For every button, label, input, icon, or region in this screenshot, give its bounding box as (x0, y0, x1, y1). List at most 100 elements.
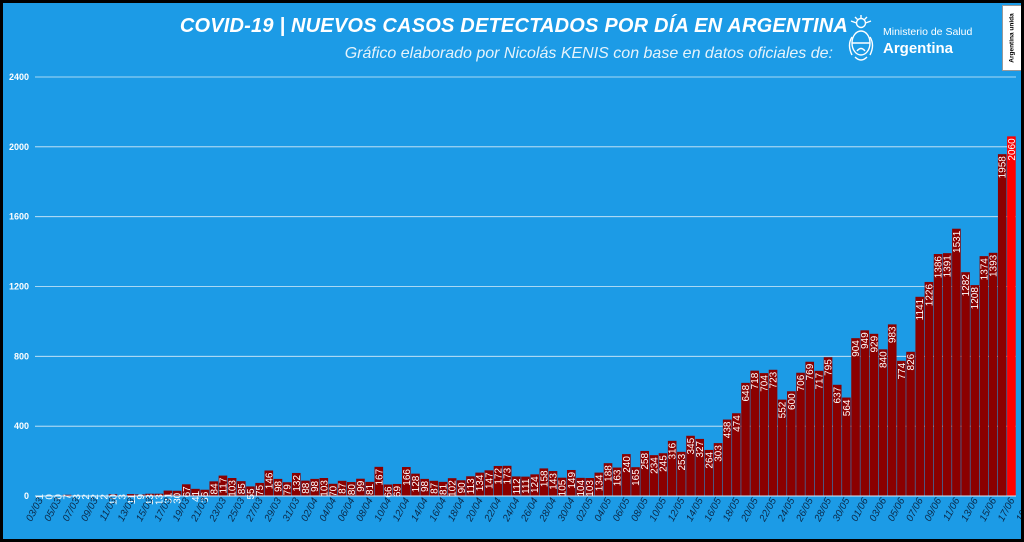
bar (713, 443, 723, 496)
x-tick-label: 19/06 (1014, 496, 1021, 524)
data-label: 30 (173, 492, 184, 504)
x-tick-label: 26/05 (794, 496, 816, 525)
data-label: 3 (72, 494, 83, 500)
bar (126, 494, 136, 496)
data-label: 1374 (979, 258, 990, 281)
bar (942, 253, 952, 496)
bar (631, 467, 640, 496)
bar (356, 478, 365, 496)
bar (860, 330, 870, 496)
data-label: 98 (310, 480, 321, 492)
bar (319, 478, 329, 496)
data-label: 1958 (998, 156, 1009, 179)
data-label: 173 (503, 467, 514, 484)
bar (145, 493, 154, 496)
data-label: 88 (301, 482, 312, 494)
data-label: 13 (154, 494, 165, 506)
data-label: 103 (585, 480, 596, 497)
data-label: 1208 (970, 287, 981, 310)
data-label: 245 (659, 455, 670, 472)
data-label: 75 (255, 484, 266, 496)
coat-of-arms-icon (848, 15, 874, 61)
x-tick-label: 26/04 (519, 496, 541, 525)
bar (851, 338, 860, 496)
bar (887, 324, 897, 496)
bar (420, 478, 429, 496)
bar (970, 285, 980, 496)
bar (209, 481, 219, 496)
bar (750, 370, 760, 496)
data-label: 234 (649, 457, 660, 474)
x-tick-label: 20/05 (739, 496, 761, 525)
bar (869, 333, 879, 496)
data-label: 146 (264, 472, 275, 489)
bar (255, 482, 264, 496)
bar (264, 470, 274, 496)
data-label: 124 (530, 476, 541, 493)
x-tick-label: 09/06 (923, 496, 945, 524)
y-tick-label: 2400 (9, 72, 29, 82)
bar (704, 449, 714, 496)
data-label: 163 (613, 469, 624, 486)
bar (612, 467, 622, 496)
bar (594, 472, 604, 496)
bar (732, 413, 741, 496)
bar (585, 478, 594, 496)
data-label: 105 (558, 479, 569, 496)
data-label: 81 (438, 483, 449, 495)
logo-line-1: Ministerio de Salud (883, 26, 972, 38)
bar (136, 494, 145, 496)
data-label: 31 (163, 492, 174, 504)
x-tick-label: 22/04 (482, 496, 504, 525)
data-label: 66 (383, 486, 394, 498)
data-label: 840 (879, 351, 890, 368)
bar (1007, 136, 1016, 496)
data-label: 188 (604, 465, 615, 482)
bar (493, 465, 503, 496)
data-label: 111 (521, 478, 532, 494)
data-label: 1531 (952, 230, 963, 253)
data-label: 723 (769, 371, 780, 388)
chart-title: COVID-19 | NUEVOS CASOS DETECTADOS POR D… (179, 15, 848, 37)
bar (365, 481, 374, 496)
bar (686, 435, 695, 496)
bar (466, 476, 475, 496)
bar-chart: 0400800120016002000240010073222103119131… (9, 72, 1021, 525)
data-label: 769 (805, 363, 816, 380)
data-label: 795 (824, 359, 835, 376)
data-label: 438 (723, 421, 734, 438)
data-label: 7 (63, 494, 74, 500)
bar (952, 228, 961, 496)
bar (502, 465, 512, 496)
data-label: 104 (576, 479, 587, 496)
data-label: 80 (347, 484, 358, 496)
data-label: 99 (356, 480, 367, 492)
data-label: 128 (411, 475, 422, 492)
data-label: 103 (228, 480, 239, 497)
x-tick-label: 20/04 (464, 496, 486, 525)
bar (576, 477, 585, 496)
bar (475, 472, 484, 496)
y-tick-label: 400 (14, 421, 29, 431)
data-label: 84 (209, 483, 220, 495)
bar (200, 489, 209, 496)
bar (310, 478, 319, 496)
data-label: 70 (328, 485, 339, 497)
bar (447, 478, 457, 496)
bar (906, 351, 915, 496)
data-label: 98 (420, 480, 431, 492)
bar (722, 419, 732, 496)
bar (392, 483, 402, 496)
data-label: 774 (897, 362, 908, 379)
bar (695, 438, 705, 496)
data-label: 112 (512, 478, 523, 494)
data-label: 134 (594, 474, 605, 491)
bar (622, 454, 631, 496)
data-label: 717 (814, 372, 825, 389)
y-tick-label: 0 (24, 491, 29, 501)
x-tick-label: 25/03 (226, 496, 248, 525)
data-label: 1386 (934, 256, 945, 279)
data-label: 90 (457, 482, 468, 494)
data-label: 79 (283, 484, 294, 496)
bar (154, 493, 164, 496)
